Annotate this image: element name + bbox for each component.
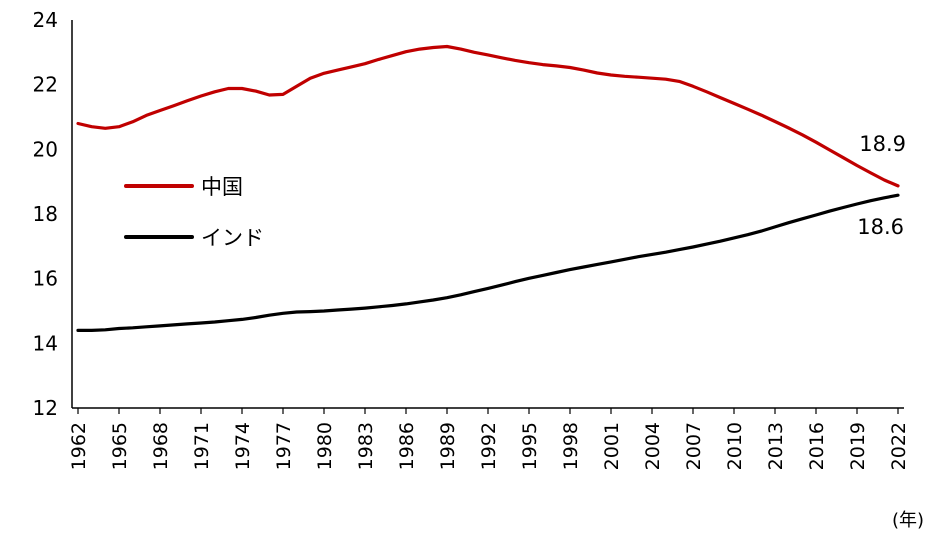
x-tick-label: 2013 <box>765 422 787 470</box>
x-tick-label: 2004 <box>642 422 664 470</box>
x-tick-label: 1965 <box>109 422 131 470</box>
x-tick-label: 2010 <box>724 422 746 470</box>
legend-label-1: インド <box>201 226 264 250</box>
x-axis: 1962 1965 1968 1971 1974 1977 1980 1983 1986 1989… <box>68 407 910 470</box>
x-tick-label: 2019 <box>847 422 869 470</box>
x-tick-label: 1998 <box>560 422 582 470</box>
y-tick-label: 14 <box>33 331 58 355</box>
y-tick-label: 16 <box>33 267 58 291</box>
y-tick-label: 20 <box>33 137 58 161</box>
y-tick-label: 22 <box>33 73 58 97</box>
x-tick-label: 2001 <box>601 422 623 470</box>
y-axis: 12 14 16 18 20 22 24 <box>33 8 73 420</box>
x-tick-label: 1992 <box>478 422 500 470</box>
series-line-0 <box>76 44 900 188</box>
x-tick-label: 1971 <box>191 422 213 470</box>
end-value-label-0: 18.9 <box>859 132 906 156</box>
x-tick-label: 2016 <box>806 422 828 470</box>
x-tick-label: 1974 <box>232 422 254 470</box>
y-tick-label: 24 <box>33 8 58 32</box>
x-tick-label: 1983 <box>355 422 377 470</box>
y-tick-label: 18 <box>33 202 58 226</box>
x-axis-unit-label: (年) <box>892 510 924 531</box>
x-tick-label: 2007 <box>683 422 705 470</box>
series-lines <box>76 44 900 332</box>
x-tick-label: 1986 <box>396 422 418 470</box>
x-tick-label: 1977 <box>273 422 295 470</box>
series-line-1 <box>76 193 900 332</box>
legend-label-0: 中国 <box>201 175 243 199</box>
x-tick-label: 1962 <box>68 422 90 470</box>
x-tick-label: 2022 <box>888 422 910 470</box>
end-labels: 18.9 18.6 <box>857 132 906 239</box>
x-tick-label: 1968 <box>150 422 172 470</box>
y-tick-label: 12 <box>33 396 58 420</box>
x-tick-label: 1989 <box>437 422 459 470</box>
x-tick-label: 1980 <box>314 422 336 470</box>
end-value-label-1: 18.6 <box>857 215 904 239</box>
x-tick-label: 1995 <box>519 422 541 470</box>
